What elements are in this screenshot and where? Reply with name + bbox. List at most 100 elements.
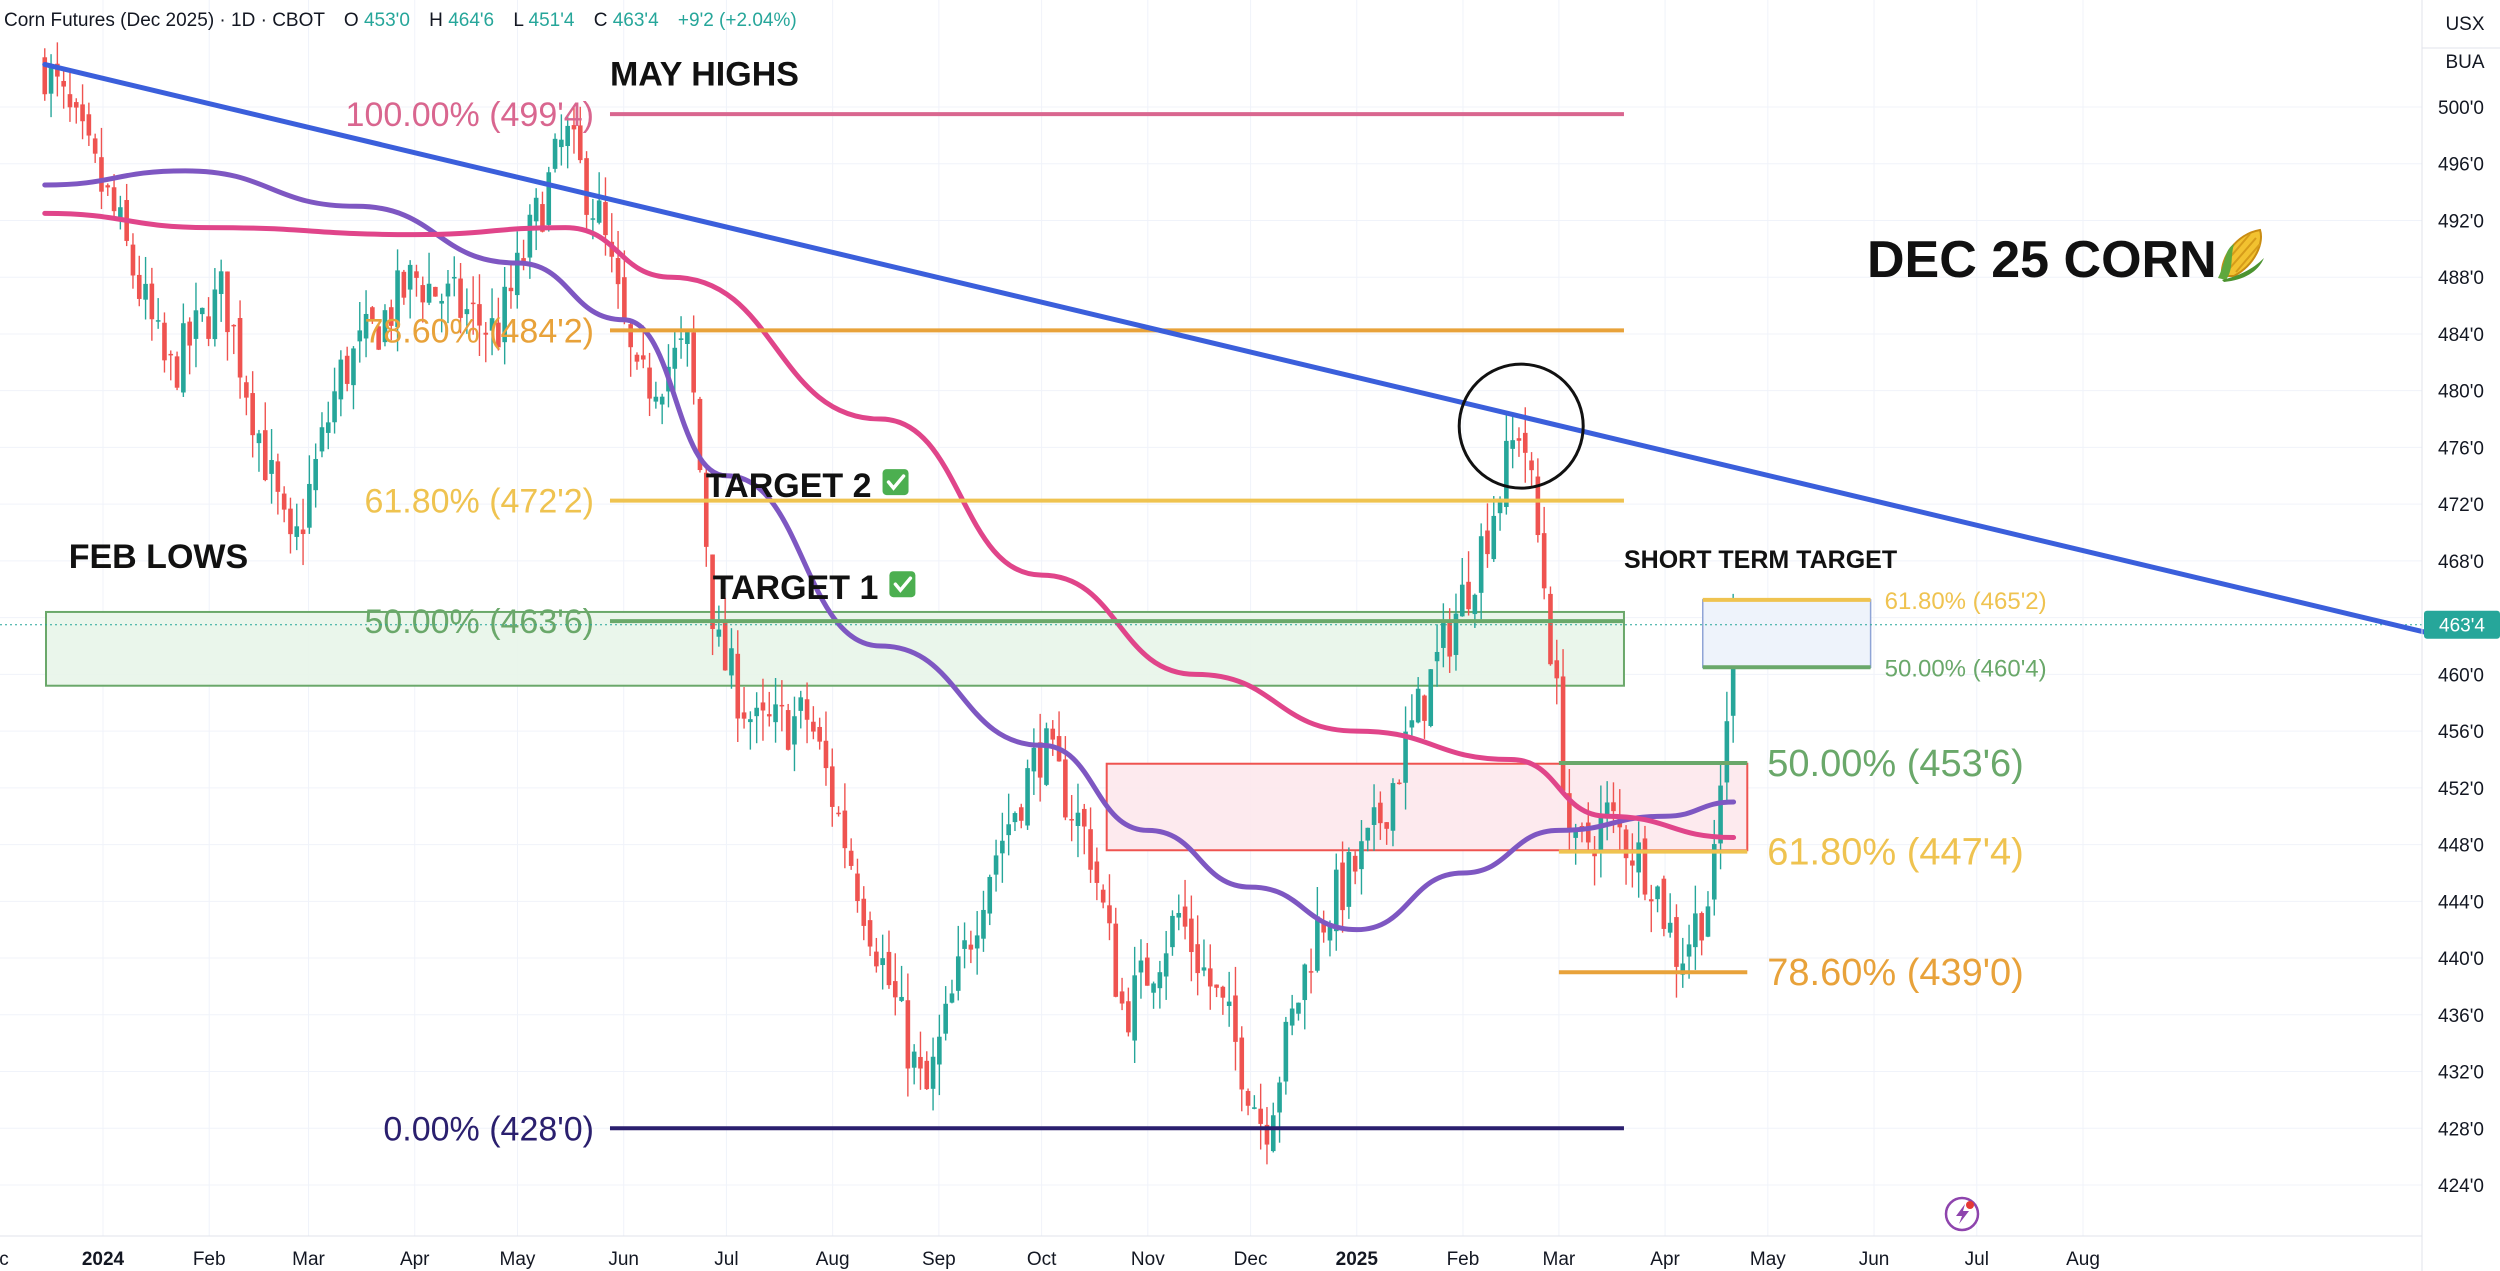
candle-body: [766, 714, 772, 717]
x-tick-label: Oct: [1027, 1249, 1057, 1270]
candle-body: [1422, 695, 1427, 721]
candle-body: [489, 318, 495, 331]
last-price-value: 463'4: [2439, 616, 2485, 637]
candle-body: [1000, 840, 1005, 854]
candle-body: [1315, 916, 1320, 971]
candle-body: [1352, 855, 1358, 872]
y-tick-label: 468'0: [2438, 552, 2484, 573]
candle-body: [785, 710, 791, 750]
highlight-circle: [1457, 362, 1585, 490]
candle-body: [1126, 1001, 1131, 1033]
moving-average-line: [42, 168, 1737, 933]
candle-body: [344, 355, 350, 384]
check-mark: [886, 474, 906, 491]
chart-title-group: DEC 25 CORN: [1867, 228, 2264, 289]
corn-icon: [2218, 228, 2264, 282]
x-tick-label: May: [1750, 1249, 1786, 1270]
symbol-name: Corn Futures (Dec 2025) · 1D · CBOT: [4, 10, 325, 31]
candle-body: [691, 332, 696, 393]
candle-body: [174, 356, 180, 388]
candle-body: [1522, 432, 1528, 453]
candle-body: [968, 944, 974, 950]
candle-body: [1504, 440, 1509, 507]
candle-body: [836, 812, 841, 815]
candle-body: [1037, 742, 1043, 778]
candle-body: [1630, 860, 1635, 866]
candle-body: [155, 320, 161, 322]
check-mark: [893, 576, 913, 593]
candle-body: [1321, 922, 1326, 933]
candle-body: [1157, 972, 1163, 989]
x-tick-label: Apr: [400, 1249, 430, 1270]
last-price-tag: 463'4: [2424, 610, 2500, 639]
candle-body: [1459, 584, 1465, 617]
low-label: L: [513, 10, 523, 31]
candle-body: [382, 310, 388, 343]
trendline-layer: [42, 61, 2443, 639]
short-fib-level-label: 61.80% (447'4): [1767, 832, 2024, 874]
candle-body: [1018, 807, 1024, 821]
candle-body: [67, 94, 73, 108]
candle-body: [1573, 828, 1578, 838]
candle-body: [892, 981, 898, 998]
candle-body: [1170, 915, 1175, 948]
candle-body: [162, 322, 167, 361]
candle-body: [1554, 660, 1560, 679]
candle-body: [250, 393, 255, 436]
candle-body: [187, 321, 192, 346]
candle-body: [300, 529, 306, 535]
close-value: 463'4: [613, 10, 659, 31]
candle-body: [1409, 720, 1415, 728]
x-tick-label: Jul: [1965, 1249, 1989, 1270]
trendline: [42, 61, 2443, 639]
candle-body: [307, 483, 312, 528]
candle-body: [1384, 822, 1389, 829]
candle-body: [351, 348, 356, 386]
check-box-icon: [882, 469, 909, 496]
change-value: +9'2 (+2.04%): [678, 10, 797, 31]
candle-body: [1012, 813, 1018, 823]
candle-body: [773, 704, 778, 723]
legend-header: Corn Futures (Dec 2025) · 1D · CBOT O 45…: [4, 10, 797, 31]
y-tick-label: 424'0: [2438, 1176, 2484, 1197]
candle-body: [206, 316, 211, 339]
candle-body: [924, 1060, 930, 1090]
y-tick-label: 436'0: [2438, 1006, 2484, 1027]
candle-body: [571, 125, 577, 130]
candle-body: [993, 855, 999, 875]
candle-body: [42, 57, 48, 95]
high-label: H: [429, 10, 443, 31]
candle-body: [640, 355, 646, 360]
candle-body: [697, 398, 703, 471]
candle-body: [540, 204, 545, 232]
candle-body: [1365, 827, 1371, 841]
tradingview-flash-icon[interactable]: [1944, 1196, 1980, 1232]
low-value: 451'4: [529, 10, 575, 31]
candle-body: [930, 1056, 936, 1089]
candle-body: [1264, 1124, 1270, 1145]
candle-body: [61, 80, 66, 87]
candle-body: [955, 956, 961, 991]
candle-body: [855, 873, 860, 902]
candle-body: [1233, 995, 1238, 1042]
candle-body: [1163, 953, 1169, 977]
close-label: C: [594, 10, 608, 31]
svg-text:Corn Futures (Dec 2025) · 1D ·: Corn Futures (Dec 2025) · 1D · CBOT O 45…: [4, 10, 797, 31]
y-tick-label: 472'0: [2438, 495, 2484, 516]
candle-body: [1661, 878, 1667, 929]
candle-body: [502, 286, 507, 343]
candle-body: [880, 958, 885, 966]
target-box: [1702, 599, 1872, 669]
candle-body: [55, 63, 60, 77]
x-tick-label: Aug: [2066, 1249, 2100, 1270]
candle-body: [1693, 913, 1698, 948]
candle-body: [1031, 747, 1037, 772]
y-tick-label: 492'0: [2438, 211, 2484, 232]
x-tick-label: Feb: [1447, 1249, 1480, 1270]
annotations: MAY HIGHS FEB LOWS TARGET 2 TARGET 1 SHORT T…: [69, 56, 1897, 607]
candle-body: [1340, 862, 1345, 911]
short-fib-level-label: 78.60% (439'0): [1767, 952, 2024, 994]
candle-body: [546, 172, 552, 225]
candle-body: [1611, 802, 1616, 812]
